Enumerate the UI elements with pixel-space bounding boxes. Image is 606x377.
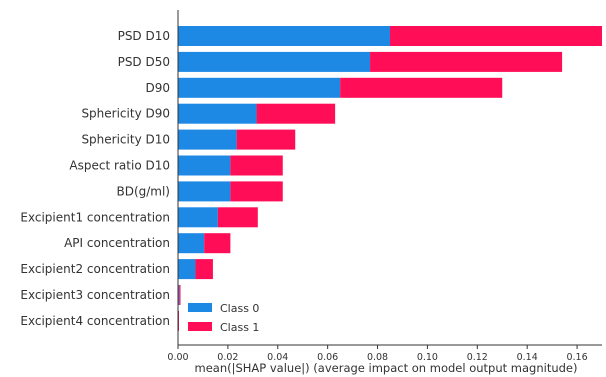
category-label: PSD D10 [118, 29, 170, 43]
legend-swatch-class0 [188, 303, 212, 312]
x-tick-label: 0.06 [317, 352, 338, 363]
bar-class0-6 [178, 155, 231, 176]
bar-class1-7 [230, 181, 283, 202]
x-tick-label: 0.12 [467, 352, 488, 363]
x-tick-label: 0.10 [417, 352, 438, 363]
bar-class1-4 [256, 103, 336, 124]
category-label: Excipient2 concentration [20, 262, 170, 276]
category-label: D90 [145, 81, 170, 95]
category-label: Aspect ratio D10 [69, 159, 170, 173]
category-label: Excipient4 concentration [20, 314, 170, 328]
bar-class0-5 [178, 129, 237, 150]
x-tick-label: 0.14 [517, 352, 538, 363]
x-tick-label: 0.08 [367, 352, 388, 363]
legend-label-class0: Class 0 [220, 302, 259, 315]
category-labels: PSD D10 PSD D50 D90 Sphericity D90 Sphericit… [20, 29, 170, 328]
x-axis-label: mean(|SHAP value|) (average impact on mo… [195, 361, 578, 375]
bar-class0-2 [178, 51, 371, 72]
bar-class1-5 [236, 129, 296, 150]
bar-class1-3 [340, 77, 503, 98]
bar-class1-6 [230, 155, 283, 176]
x-tick-label: 0.16 [566, 352, 587, 363]
category-label: BD(g/ml) [116, 184, 170, 198]
bar-class0-11 [178, 285, 180, 305]
bar-class0-8 [178, 207, 218, 228]
category-label: Excipient1 concentration [20, 210, 170, 224]
bar-class0-3 [178, 77, 341, 98]
bar-class0-4 [178, 103, 257, 124]
x-tick-label: 0.00 [167, 352, 188, 363]
bar-class0-10 [178, 259, 196, 280]
x-tick-label: 0.04 [267, 352, 288, 363]
category-label: Sphericity D10 [81, 133, 170, 147]
bar-class0-7 [178, 181, 231, 202]
x-tick-label: 0.02 [217, 352, 238, 363]
legend-label-class1: Class 1 [220, 321, 259, 334]
bar-class1-9 [204, 233, 231, 254]
bar-class1-2 [370, 51, 563, 72]
category-label: API concentration [64, 236, 170, 250]
bar-class0-9 [178, 233, 205, 254]
bar-class1-8 [217, 207, 258, 228]
x-ticks: 0.00 0.02 0.04 0.06 0.08 0.10 0.12 0.14 0.16 [167, 345, 588, 363]
bar-class0-1 [178, 26, 390, 46]
bar-class1-11 [179, 285, 181, 305]
bar-class1-1 [390, 26, 602, 46]
bars-group [178, 26, 602, 331]
category-label: Excipient3 concentration [20, 288, 170, 302]
category-label: PSD D50 [118, 55, 170, 69]
category-label: Sphericity D90 [81, 107, 170, 121]
bar-class1-10 [195, 259, 213, 280]
legend: Class 0 Class 1 [188, 302, 259, 334]
legend-swatch-class1 [188, 322, 212, 331]
